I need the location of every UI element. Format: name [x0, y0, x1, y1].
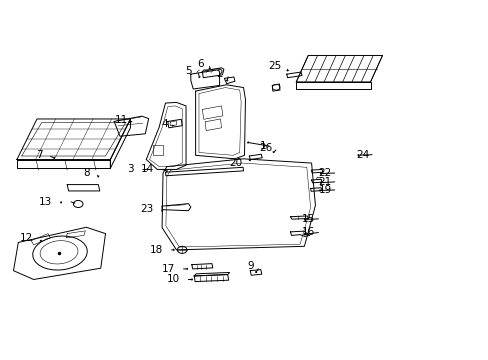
Text: 10: 10 [166, 274, 180, 284]
Text: 24: 24 [355, 150, 368, 159]
Polygon shape [67, 185, 100, 191]
Polygon shape [110, 119, 130, 168]
Text: 22: 22 [318, 168, 331, 178]
Polygon shape [114, 116, 148, 136]
Polygon shape [224, 77, 234, 84]
Polygon shape [310, 188, 321, 191]
Polygon shape [17, 119, 130, 159]
Polygon shape [165, 167, 243, 176]
Text: 6: 6 [197, 59, 203, 68]
Text: 26: 26 [259, 143, 272, 153]
Text: 1: 1 [259, 141, 265, 152]
Polygon shape [249, 154, 262, 159]
Text: 14: 14 [141, 164, 154, 174]
Polygon shape [286, 72, 302, 78]
Polygon shape [162, 159, 315, 250]
Polygon shape [250, 270, 261, 275]
Polygon shape [162, 204, 190, 211]
Polygon shape [194, 275, 228, 282]
Text: 2: 2 [216, 69, 223, 79]
Polygon shape [290, 216, 308, 219]
Polygon shape [167, 119, 182, 128]
Polygon shape [296, 55, 382, 82]
Text: 9: 9 [247, 261, 254, 271]
Polygon shape [290, 231, 309, 237]
Text: 3: 3 [127, 165, 134, 174]
Text: 12: 12 [20, 233, 33, 243]
Polygon shape [195, 85, 245, 159]
Text: 4: 4 [161, 118, 167, 129]
Polygon shape [14, 227, 105, 279]
Text: 23: 23 [140, 204, 153, 214]
Text: 15: 15 [302, 214, 315, 224]
Polygon shape [194, 273, 229, 276]
Polygon shape [190, 70, 219, 89]
Text: 17: 17 [162, 264, 175, 274]
Polygon shape [17, 159, 110, 168]
Text: 5: 5 [185, 66, 191, 76]
Text: 20: 20 [228, 158, 242, 168]
Text: 8: 8 [83, 168, 90, 178]
Text: 11: 11 [115, 115, 128, 125]
Text: 19: 19 [318, 185, 331, 195]
Polygon shape [202, 68, 224, 78]
Polygon shape [311, 170, 322, 173]
Polygon shape [311, 179, 322, 183]
Text: 13: 13 [39, 197, 52, 207]
Polygon shape [146, 102, 185, 170]
Polygon shape [296, 82, 370, 89]
Text: 7: 7 [36, 150, 42, 160]
Text: 21: 21 [318, 177, 331, 187]
Polygon shape [191, 264, 212, 269]
Text: 18: 18 [149, 245, 163, 255]
Text: 25: 25 [268, 62, 281, 71]
Text: 16: 16 [302, 227, 315, 237]
